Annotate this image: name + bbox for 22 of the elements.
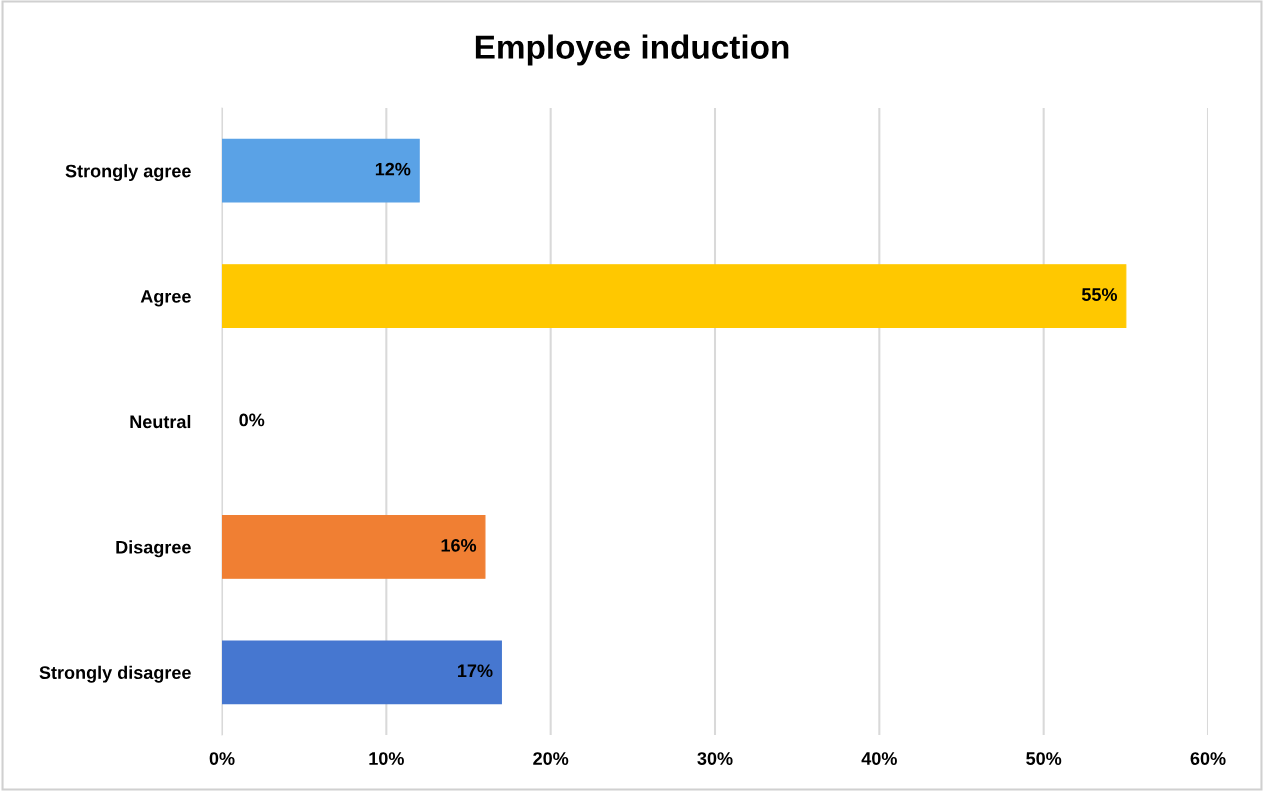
bar bbox=[222, 264, 1127, 329]
x-tick-label: 30% bbox=[697, 752, 733, 765]
data-label: 55% bbox=[1081, 288, 1118, 301]
y-tick-label: Disagree bbox=[116, 540, 191, 558]
x-tick-label: 50% bbox=[1026, 752, 1062, 765]
bar bbox=[222, 138, 420, 203]
data-label: 16% bbox=[441, 538, 477, 552]
data-label: 12% bbox=[375, 162, 411, 176]
x-tick-label: 0% bbox=[209, 752, 235, 765]
y-tick-label: Neutral bbox=[130, 414, 191, 429]
y-tick-label: Strongly disagree bbox=[39, 665, 191, 683]
chart-title: Employee induction bbox=[475, 34, 789, 66]
bar bbox=[222, 514, 486, 579]
x-tick-label: 40% bbox=[861, 752, 897, 765]
x-tick-label: 60% bbox=[1190, 752, 1226, 765]
data-label: 17% bbox=[458, 664, 493, 678]
y-tick-label: Agree bbox=[140, 290, 191, 307]
y-tick-label: Strongly agree bbox=[65, 164, 191, 182]
bar bbox=[222, 640, 502, 705]
x-tick-label: 10% bbox=[369, 752, 404, 765]
x-tick-label: 20% bbox=[533, 752, 569, 765]
data-label: 0% bbox=[239, 413, 265, 427]
